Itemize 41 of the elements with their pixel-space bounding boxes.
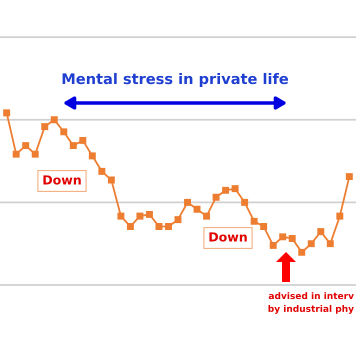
point <box>194 206 201 213</box>
point <box>212 194 220 201</box>
point <box>88 152 96 160</box>
text: advised in interv by industrial phy <box>268 292 354 314</box>
point <box>146 210 153 218</box>
annotation: Down <box>43 175 81 185</box>
point <box>41 123 48 130</box>
point <box>288 235 296 242</box>
point <box>126 223 134 230</box>
point <box>60 128 68 136</box>
point <box>250 218 258 225</box>
point <box>165 223 172 230</box>
point <box>260 223 268 230</box>
point <box>50 116 58 124</box>
point <box>12 150 20 158</box>
point <box>79 136 86 144</box>
point <box>184 198 191 206</box>
point <box>336 212 344 220</box>
point <box>136 212 144 220</box>
point <box>232 185 239 192</box>
annotation: Down <box>209 232 247 242</box>
chart-title: Mental stress in private life <box>62 72 288 88</box>
point <box>346 173 353 180</box>
point <box>270 242 277 249</box>
point <box>155 223 162 230</box>
point <box>326 240 334 248</box>
point <box>108 176 115 184</box>
point <box>117 212 124 220</box>
point <box>298 248 306 256</box>
point <box>70 142 77 150</box>
point <box>32 150 39 158</box>
point <box>174 216 182 224</box>
point <box>3 109 10 116</box>
point <box>241 198 248 206</box>
point <box>317 228 324 236</box>
point <box>98 168 106 175</box>
point <box>308 240 315 248</box>
point <box>222 186 230 194</box>
point <box>279 233 286 240</box>
point <box>203 212 210 220</box>
point <box>22 142 30 150</box>
